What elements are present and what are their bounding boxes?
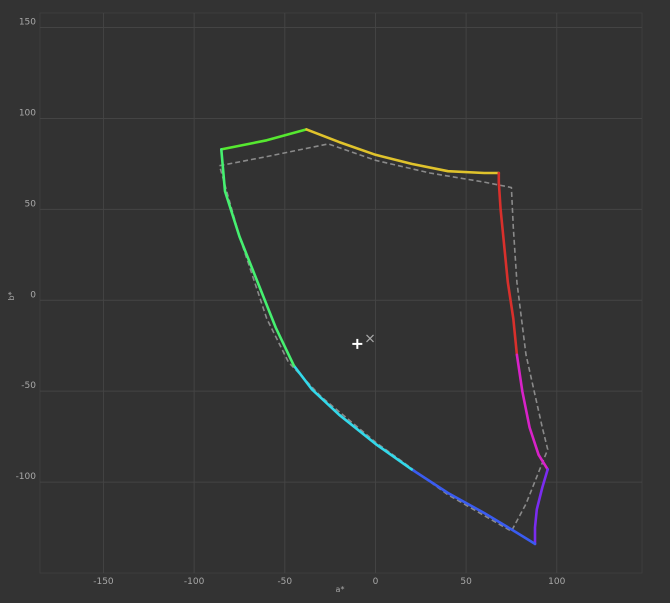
x-tick-label: -100 xyxy=(184,577,205,587)
gamut-segment xyxy=(410,468,537,546)
tick-labels: -150 -100 -50 0 50 100 150 100 50 0 -50 -100 xyxy=(16,18,566,587)
solid-gamut-outline xyxy=(220,128,550,546)
cross-marker-b xyxy=(366,334,374,343)
x-tick-label: -50 xyxy=(277,577,292,587)
dashed-outline-path xyxy=(218,143,549,533)
y-tick-label: 0 xyxy=(30,290,36,300)
y-tick-label: 100 xyxy=(19,108,36,118)
dashed-gamut-outline xyxy=(218,143,549,533)
white-point-markers xyxy=(352,334,374,349)
gamut-segment xyxy=(220,148,296,368)
y-tick-label: 150 xyxy=(19,18,36,28)
gamut-segment xyxy=(533,468,550,546)
plus-marker xyxy=(352,338,363,349)
x-tick-label: 0 xyxy=(373,577,379,587)
gamut-segment xyxy=(305,128,501,175)
x-axis-label: a* xyxy=(336,585,345,594)
plot-area xyxy=(39,12,643,574)
cross-marker xyxy=(366,334,374,343)
y-tick-label: -50 xyxy=(21,381,36,391)
y-axis-label: b* xyxy=(7,291,16,300)
gamut-segment xyxy=(515,353,550,471)
x-tick-label: -150 xyxy=(93,577,114,587)
y-tick-label: 50 xyxy=(25,199,37,209)
x-tick-label: 50 xyxy=(460,577,472,587)
gamut-segment xyxy=(292,364,414,471)
gamut-segment xyxy=(220,128,308,151)
y-tick-label: -100 xyxy=(16,472,37,482)
gamut-segment xyxy=(497,171,519,357)
x-tick-label: 100 xyxy=(548,577,565,587)
grid xyxy=(40,13,642,573)
